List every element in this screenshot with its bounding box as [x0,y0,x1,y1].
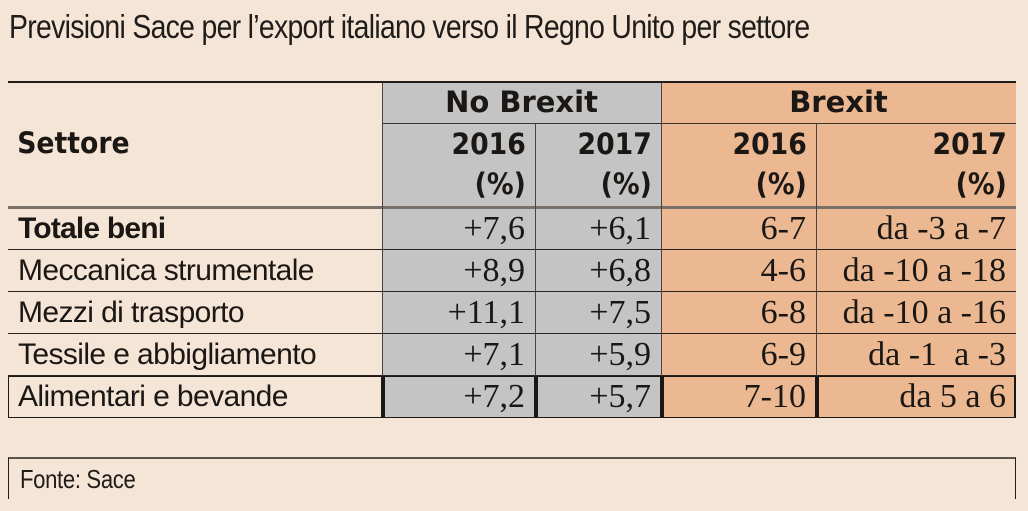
row-divider [8,206,1016,209]
row-header-label: Settore [17,126,130,160]
value-no-brexit-2016: +11,1 [382,292,535,334]
value-brexit-2016: 6-9 [661,334,816,376]
value-no-brexit-2017: +6,1 [535,208,661,250]
column-header-no-brexit-2017: 2017 (%) [535,124,661,208]
value-brexit-2016: 7-10 [661,376,816,418]
sector-label: Alimentari e bevande [18,380,288,413]
source-note: Fonte: Sace [20,464,136,494]
column-year: 2017 [577,127,652,161]
value-brexit-2016: 4-6 [661,250,816,292]
value-brexit-2017: da -10 a -16 [816,292,1016,334]
row-divider [8,249,1016,250]
value-no-brexit-2016: +7,1 [382,334,535,376]
value-brexit-2017: da 5 a 6 [816,376,1016,418]
value-brexit-2017: da -1 a -3 [816,334,1016,376]
value-no-brexit-2017: +6,8 [535,250,661,292]
value-no-brexit-2016: +7,6 [382,208,535,250]
sector-label: Meccanica strumentale [18,254,314,287]
column-group-no-brexit: No Brexit [382,83,661,124]
value-no-brexit-2017: +5,7 [535,376,661,418]
column-divider [816,124,817,376]
value-brexit-2017: da -10 a -18 [816,250,1016,292]
row-divider [8,291,1016,292]
row-divider [8,333,1016,334]
column-year: 2016 [451,127,526,161]
value-brexit-2017: da -3 a -7 [816,208,1016,250]
column-divider [535,124,536,376]
chart-title: Previsioni Sace per l’export italiano ve… [9,8,810,45]
value-no-brexit-2016: +8,9 [382,250,535,292]
value-no-brexit-2017: +5,9 [535,334,661,376]
sector-label: Mezzi di trasporto [18,296,245,329]
column-group-brexit: Brexit [661,83,1016,124]
value-no-brexit-2016: +7,2 [382,376,535,418]
value-no-brexit-2017: +7,5 [535,292,661,334]
column-unit: (%) [955,167,1007,201]
column-header-brexit-2017: 2017 (%) [816,124,1016,208]
column-divider [382,83,383,376]
column-header-no-brexit-2016: 2016 (%) [382,124,535,208]
sector-label: Tessile e abbigliamento [18,338,317,371]
value-brexit-2016: 6-7 [661,208,816,250]
top-rule [8,81,1016,83]
row-divider [8,375,1016,376]
column-header-brexit-2016: 2016 (%) [661,124,816,208]
value-brexit-2016: 6-8 [661,292,816,334]
column-year: 2016 [732,127,807,161]
column-unit: (%) [474,167,526,201]
column-divider [661,83,662,376]
sector-label: Totale beni [18,212,166,245]
column-unit: (%) [755,167,807,201]
source-box: Fonte: Sace [8,457,1016,499]
column-year: 2017 [932,127,1007,161]
row-divider [382,123,1016,124]
column-unit: (%) [600,167,652,201]
